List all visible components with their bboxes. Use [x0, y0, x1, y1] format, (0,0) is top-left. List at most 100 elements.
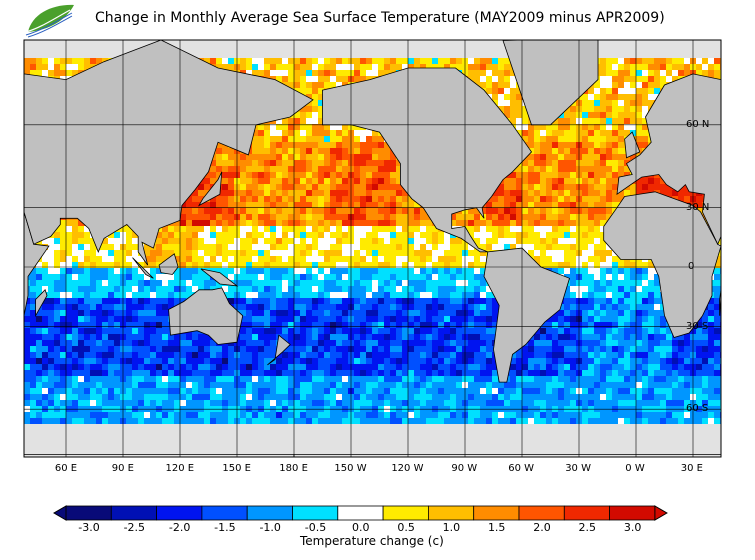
sst-cell: [402, 220, 408, 226]
sst-cell: [228, 232, 234, 238]
sst-cell: [624, 82, 630, 88]
sst-cell: [594, 196, 600, 202]
sst-cell: [186, 220, 192, 226]
sst-cell: [336, 274, 342, 280]
sst-cell: [660, 76, 666, 82]
sst-cell: [426, 52, 432, 58]
sst-cell: [456, 292, 462, 298]
sst-cell: [66, 292, 72, 298]
sst-cell: [642, 70, 648, 76]
sst-cell: [186, 232, 192, 238]
sst-cell: [258, 208, 264, 214]
sst-cell: [342, 238, 348, 244]
sst-cell: [42, 280, 48, 286]
sst-cell: [384, 70, 390, 76]
sst-cell: [138, 256, 144, 262]
sst-cell: [324, 184, 330, 190]
sst-cell: [54, 64, 60, 70]
sst-cell: [522, 232, 528, 238]
sst-cell: [282, 52, 288, 58]
sst-cell: [372, 286, 378, 292]
sst-cell: [426, 220, 432, 226]
sst-cell: [564, 136, 570, 142]
sst-cell: [372, 268, 378, 274]
sst-cell: [246, 46, 252, 52]
sst-cell: [516, 124, 522, 130]
sst-cell: [342, 166, 348, 172]
sst-cell: [522, 208, 528, 214]
sst-cell: [546, 214, 552, 220]
sst-cell: [300, 106, 306, 112]
sst-cell: [606, 268, 612, 274]
sst-cell: [540, 256, 546, 262]
sst-cell: [114, 232, 120, 238]
sst-cell: [678, 52, 684, 58]
sst-cell: [552, 124, 558, 130]
sst-cell: [264, 70, 270, 76]
sst-cell: [294, 190, 300, 196]
sst-cell: [426, 274, 432, 280]
sst-cell: [282, 118, 288, 124]
sst-cell: [276, 130, 282, 136]
sst-cell: [600, 136, 606, 142]
sst-cell: [360, 46, 366, 52]
sst-cell: [474, 286, 480, 292]
sst-cell: [144, 268, 150, 274]
sst-cell: [570, 238, 576, 244]
sst-cell: [486, 52, 492, 58]
sst-cell: [396, 238, 402, 244]
sst-cell: [480, 274, 486, 280]
sst-cell: [456, 286, 462, 292]
sst-cell: [204, 238, 210, 244]
sst-cell: [156, 256, 162, 262]
sst-cell: [132, 262, 138, 268]
sst-cell: [564, 226, 570, 232]
sst-cell: [540, 226, 546, 232]
sst-cell: [504, 52, 510, 58]
sst-cell: [192, 286, 198, 292]
sst-cell: [300, 154, 306, 160]
sst-cell: [378, 142, 384, 148]
sst-cell: [264, 142, 270, 148]
sst-cell: [402, 262, 408, 268]
sst-cell: [282, 154, 288, 160]
sst-cell: [96, 52, 102, 58]
sst-cell: [246, 178, 252, 184]
sst-cell: [342, 70, 348, 76]
sst-cell: [354, 292, 360, 298]
sst-cell: [324, 70, 330, 76]
sst-cell: [618, 76, 624, 82]
sst-cell: [528, 250, 534, 256]
sst-cell: [444, 52, 450, 58]
sst-cell: [276, 214, 282, 220]
sst-cell: [276, 220, 282, 226]
sst-cell: [498, 40, 504, 46]
sst-cell: [78, 256, 84, 262]
sst-cell: [492, 244, 498, 250]
sst-cell: [330, 46, 336, 52]
sst-cell: [588, 172, 594, 178]
sst-cell: [594, 118, 600, 124]
sst-cell: [306, 64, 312, 70]
sst-cell: [528, 166, 534, 172]
sst-cell: [534, 142, 540, 148]
sst-cell: [378, 274, 384, 280]
sst-cell: [258, 202, 264, 208]
sst-cell: [402, 292, 408, 298]
sst-cell: [378, 148, 384, 154]
sst-cell: [288, 202, 294, 208]
sst-cell: [588, 130, 594, 136]
sst-cell: [636, 130, 642, 136]
sst-cell: [216, 148, 222, 154]
sst-cell: [366, 172, 372, 178]
sst-cell: [456, 46, 462, 52]
sst-cell: [636, 112, 642, 118]
sst-cell: [312, 292, 318, 298]
sst-cell: [594, 88, 600, 94]
sst-cell: [258, 184, 264, 190]
sst-cell: [48, 64, 54, 70]
sst-cell: [312, 118, 318, 124]
sst-cell: [378, 166, 384, 172]
sst-cell: [600, 160, 606, 166]
sst-cell: [306, 40, 312, 46]
